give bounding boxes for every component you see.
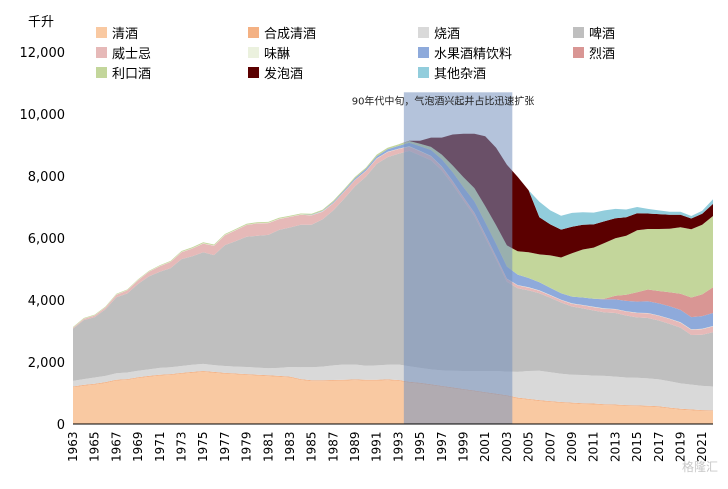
- x-tick-label: 1983: [283, 431, 297, 462]
- legend-swatch: [248, 67, 259, 78]
- legend-label: 发泡酒: [264, 66, 303, 82]
- legend-label: 合成清酒: [264, 27, 316, 42]
- legend-label: 烧酒: [434, 27, 460, 42]
- y-tick-label: 8,000: [28, 170, 65, 185]
- x-tick-label: 2003: [500, 431, 514, 462]
- legend-label: 其他杂酒: [434, 67, 486, 82]
- x-tick-label: 2001: [478, 431, 492, 462]
- legend-label: 啤酒: [589, 27, 615, 42]
- area-series-威士忌: [73, 146, 713, 335]
- legend-swatch: [96, 27, 107, 38]
- x-tick-label: 2019: [673, 431, 687, 462]
- x-tick-label: 2005: [522, 431, 536, 462]
- x-tick-label: 1967: [109, 431, 123, 462]
- legend-swatch: [418, 67, 429, 78]
- y-tick-label: 4,000: [28, 294, 65, 309]
- area-series-发泡酒: [73, 133, 713, 327]
- x-tick-label: 1995: [413, 431, 427, 462]
- x-tick-label: 1977: [218, 431, 232, 462]
- x-tick-label: 2013: [608, 431, 622, 462]
- legend-swatch: [573, 47, 584, 58]
- area-series-啤酒: [73, 150, 713, 387]
- y-tick-label: 6,000: [28, 232, 65, 247]
- x-tick-label: 1975: [196, 431, 210, 462]
- legend-label: 清酒: [112, 27, 138, 42]
- x-tick-label: 1991: [370, 431, 384, 462]
- legend-swatch: [96, 67, 107, 78]
- y-tick-label: 0: [57, 418, 65, 433]
- legend-label: 利口酒: [112, 67, 151, 82]
- legend-label: 水果酒精饮料: [434, 47, 512, 62]
- highlight-band: [403, 92, 513, 425]
- y-axis-label: 千升: [28, 15, 54, 30]
- x-tick-label: 1973: [174, 431, 188, 462]
- y-tick-label: 10,000: [20, 108, 66, 123]
- y-tick-label: 2,000: [28, 356, 65, 371]
- x-tick-label: 2021: [695, 431, 709, 462]
- area-series-烧酒: [73, 363, 713, 411]
- highlight-annotation: 90年代中旬，气泡酒兴起并占比迅速扩张: [352, 95, 535, 108]
- x-tick-label: 1971: [153, 431, 167, 462]
- x-tick-label: 1993: [391, 431, 405, 462]
- x-tick-label: 1969: [131, 431, 145, 462]
- x-tick-label: 2007: [543, 431, 557, 462]
- area-series-利口酒: [73, 141, 713, 328]
- x-tick-label: 2015: [630, 431, 644, 462]
- legend-label: 味醂: [264, 47, 290, 62]
- x-tick-label: 1981: [261, 431, 275, 462]
- area-series-水果酒精饮料: [73, 142, 713, 330]
- legend-label: 威士忌: [112, 47, 151, 62]
- legend-swatch: [248, 27, 259, 38]
- x-tick-label: 2009: [565, 431, 579, 462]
- x-tick-label: 1987: [326, 431, 340, 462]
- x-tick-label: 1999: [457, 431, 471, 462]
- legend-label: 烈酒: [589, 47, 615, 62]
- x-tick-label: 1997: [435, 431, 449, 462]
- y-tick-label: 12,000: [20, 46, 66, 61]
- watermark: 格隆汇: [681, 460, 718, 474]
- x-tick-label: 1963: [66, 431, 80, 462]
- legend-swatch: [418, 27, 429, 38]
- x-tick-label: 2017: [652, 431, 666, 462]
- legend-swatch: [96, 47, 107, 58]
- x-tick-label: 2011: [587, 431, 601, 462]
- legend-swatch: [418, 47, 429, 58]
- legend-swatch: [573, 27, 584, 38]
- x-tick-label: 1985: [305, 431, 319, 462]
- x-tick-label: 1989: [348, 431, 362, 462]
- x-tick-label: 1965: [88, 431, 102, 462]
- legend-swatch: [248, 47, 259, 58]
- x-tick-label: 1979: [240, 431, 254, 462]
- area-series-清酒: [73, 371, 713, 424]
